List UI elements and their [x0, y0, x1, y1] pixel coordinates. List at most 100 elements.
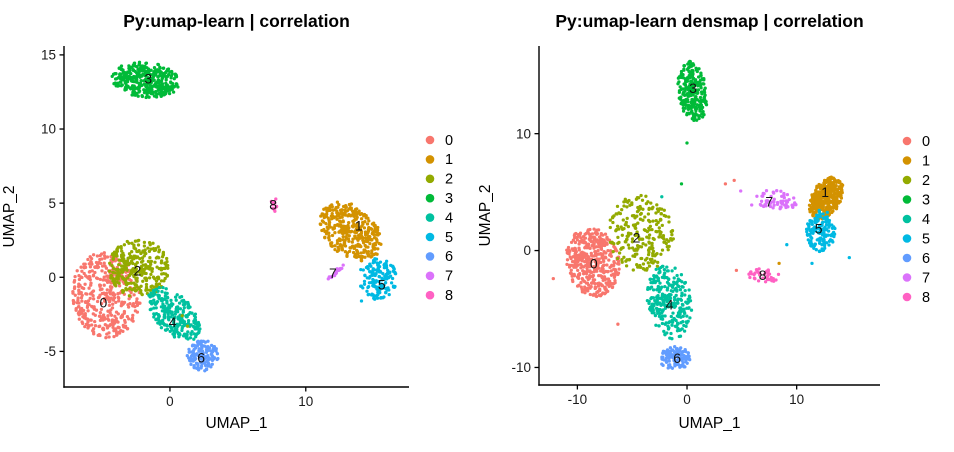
legend-item-8: 8: [425, 288, 453, 304]
cluster-7-label: 7: [329, 265, 337, 281]
outlier-point: [660, 195, 664, 199]
legend-item-label: 2: [922, 173, 930, 189]
legend-swatch: [902, 214, 912, 224]
x-tick-label: 0: [683, 392, 691, 407]
outlier-point: [847, 255, 851, 260]
legend-swatch: [425, 135, 435, 145]
outlier-point: [723, 182, 728, 186]
y-tick-label: 0: [523, 243, 531, 258]
legend-item-label: 2: [445, 172, 453, 188]
outlier-point: [750, 203, 754, 207]
cluster-1-label: 1: [355, 217, 363, 233]
legend-item-label: 0: [922, 134, 930, 150]
y-tick-label: -5: [44, 344, 56, 359]
cluster-4-label: 4: [169, 314, 177, 330]
cluster-6-label: 6: [673, 350, 681, 366]
outlier-point: [734, 268, 739, 273]
cluster-3-label: 3: [689, 80, 697, 96]
panel-umap-correlation: Py:umap-learn | correlation UMAP_1 UMAP_2 -…: [1, 11, 453, 432]
cluster-8-points: [269, 197, 279, 213]
outlier-point: [739, 189, 743, 193]
outlier-point: [810, 261, 814, 266]
y-axis-label: UMAP_2: [477, 184, 494, 246]
outlier-point: [732, 178, 736, 183]
legend-item-label: 1: [922, 153, 930, 169]
cluster-7-points: [755, 189, 798, 211]
outlier-point: [180, 314, 184, 318]
legend-item-2: 2: [902, 173, 930, 189]
legend-swatch: [425, 193, 435, 203]
legend-swatch: [902, 234, 912, 243]
legend-swatch: [425, 271, 435, 281]
legend: 0 1 2 3 4 5 6 7 8: [425, 133, 453, 304]
x-tick-label: -10: [568, 392, 588, 407]
legend: 0 1 2 3 4 5 6 7 8: [902, 134, 930, 306]
legend-item-label: 3: [445, 191, 453, 207]
cluster-4-points: [147, 285, 202, 341]
legend-item-0: 0: [902, 134, 930, 150]
outlier-point: [359, 299, 364, 303]
cluster-5-points: [359, 257, 398, 301]
y-tick-label: 15: [41, 47, 56, 62]
legend-item-label: 6: [445, 249, 453, 265]
outlier-point: [353, 254, 357, 259]
legend-item-label: 5: [922, 231, 930, 247]
legend-item-4: 4: [425, 210, 453, 226]
cluster-7-label: 7: [765, 193, 773, 209]
legend-item-6: 6: [425, 249, 453, 265]
cluster-8-label: 8: [759, 267, 767, 283]
legend-item-7: 7: [902, 270, 930, 286]
legend-item-2: 2: [425, 172, 453, 188]
legend-swatch: [425, 213, 435, 222]
legend-swatch: [425, 174, 435, 184]
legend-item-label: 1: [445, 152, 453, 168]
cluster-0-label: 0: [99, 294, 107, 310]
cluster-6-label: 6: [197, 349, 205, 365]
legend-swatch: [425, 232, 435, 242]
cluster-0-points: [565, 227, 621, 299]
cluster-5-points: [804, 208, 837, 254]
legend-item-3: 3: [425, 191, 453, 207]
legend-item-3: 3: [902, 192, 930, 208]
y-tick-label: 10: [516, 126, 531, 141]
legend-swatch: [425, 155, 435, 164]
umap-scatter-chart: Py:umap-learn | correlation UMAP_1 UMAP_2 -…: [1, 11, 453, 432]
legend-item-7: 7: [425, 269, 453, 285]
legend-swatch: [425, 290, 435, 300]
legend-item-label: 8: [922, 290, 930, 306]
outlier-point: [551, 276, 555, 281]
legend-item-label: 0: [445, 133, 453, 149]
cluster-8-points: [747, 267, 781, 284]
legend-item-5: 5: [425, 230, 453, 246]
x-tick-label: 0: [166, 394, 174, 409]
cluster-2-points: [608, 193, 675, 272]
legend-swatch: [902, 195, 912, 204]
cluster-3-points: [676, 59, 709, 123]
chart-title: Py:umap-learn densmap | correlation: [555, 11, 863, 31]
legend-item-label: 4: [922, 212, 930, 228]
outlier-point: [785, 243, 789, 247]
cluster-6-points: [660, 345, 692, 370]
legend-item-4: 4: [902, 212, 930, 228]
cluster-0-label: 0: [590, 255, 598, 271]
cluster-2-points: [107, 238, 170, 298]
legend-item-8: 8: [902, 290, 930, 306]
legend-item-label: 8: [445, 288, 453, 304]
cluster-4-label: 4: [666, 296, 674, 312]
x-axis-label: UMAP_1: [678, 415, 740, 432]
outlier-point: [185, 324, 190, 328]
outlier-point: [679, 182, 684, 186]
legend-swatch: [902, 136, 912, 146]
legend-item-label: 7: [922, 270, 930, 286]
x-axis-label: UMAP_1: [205, 415, 267, 432]
scatter-points: [551, 59, 851, 370]
legend-item-label: 7: [445, 269, 453, 285]
y-axis-label: UMAP_2: [1, 185, 18, 247]
y-tick-label: 0: [48, 270, 56, 285]
y-tick-label: 5: [48, 196, 56, 211]
cluster-1-points: [318, 200, 383, 263]
cluster-4-points: [645, 264, 694, 341]
cluster-3-label: 3: [144, 71, 152, 87]
x-tick-label: 10: [789, 392, 804, 407]
